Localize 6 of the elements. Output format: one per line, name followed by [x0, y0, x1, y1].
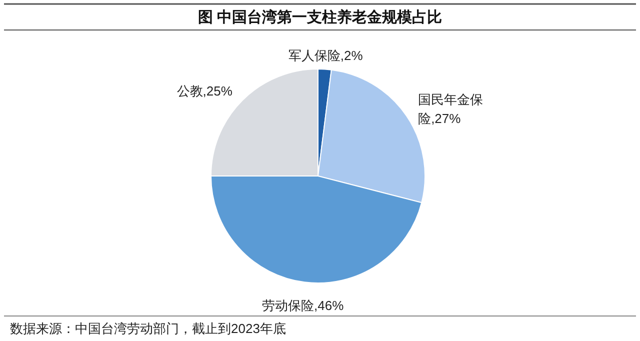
slice-label: 劳动保险,46% — [262, 298, 344, 314]
source-note: 数据来源：中国台湾劳动部门，截止到2023年底 — [10, 321, 286, 336]
chart-title: 图 中国台湾第一支柱养老金规模占比 — [198, 8, 442, 26]
slice-label: 公教,25% — [176, 83, 233, 98]
slice-label: 国民年金保险,27% — [418, 92, 484, 126]
slice-label: 军人保险,2% — [288, 48, 364, 64]
